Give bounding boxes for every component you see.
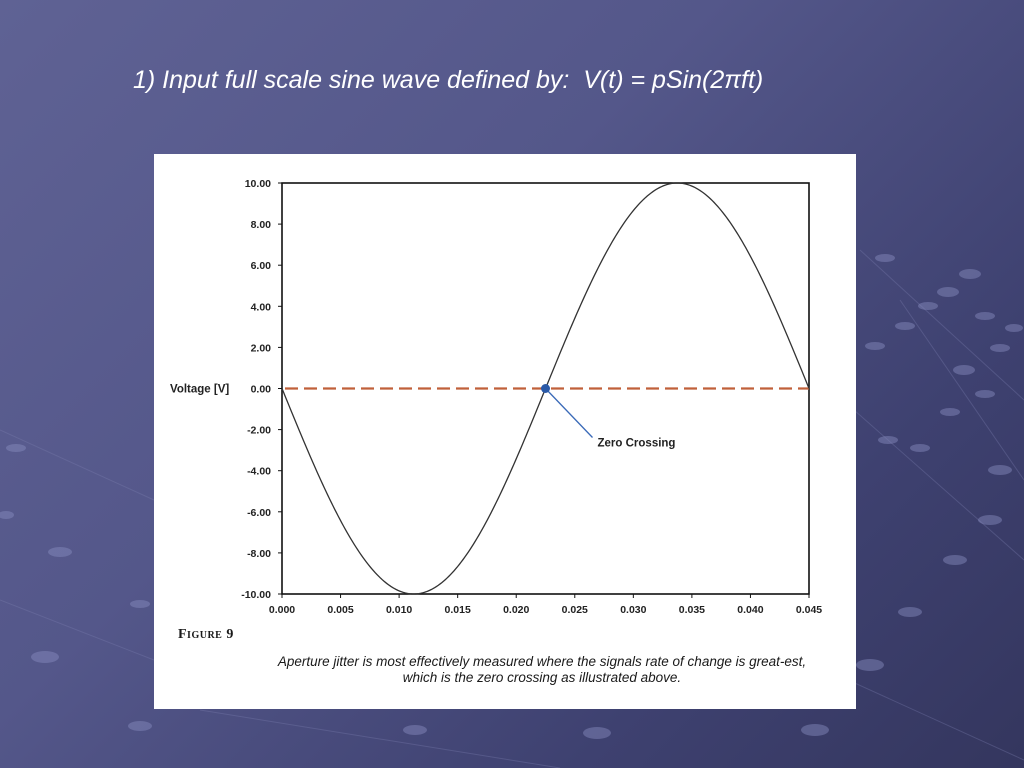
x-tick-label: 0.040	[737, 604, 763, 614]
x-tick-label: 0.010	[386, 604, 412, 614]
y-tick-label: -10.00	[241, 589, 271, 601]
x-tick-label: 0.030	[620, 604, 646, 614]
y-axis-label: Voltage [V]	[170, 384, 229, 396]
zero-crossing-label: Zero Crossing	[598, 438, 676, 450]
x-tick-label: 0.020	[503, 604, 529, 614]
slide-title: 1) Input full scale sine wave defined by…	[133, 66, 764, 94]
x-tick-label: 0.025	[562, 604, 588, 614]
y-tick-label: -4.00	[247, 466, 271, 478]
y-tick-label: -6.00	[247, 507, 271, 519]
zero-crossing-leader	[545, 388, 593, 438]
figure-panel: 10.00 8.00 6.00 4.00 2.00 0.00 -2.00 -4.00 -6.00…	[154, 154, 856, 709]
y-tick-label: -8.00	[247, 548, 271, 560]
y-tick-label: 6.00	[251, 260, 272, 272]
y-tick-label: 0.00	[251, 384, 272, 396]
x-tick-label: 0.035	[679, 604, 705, 614]
x-tick-label: 0.015	[445, 604, 471, 614]
x-tick-label: 0.005	[327, 604, 353, 614]
y-tick-label: -2.00	[247, 425, 271, 437]
y-tick-label: 8.00	[251, 219, 272, 231]
x-tick-label: 0.045	[796, 604, 822, 614]
sine-wave-chart: 10.00 8.00 6.00 4.00 2.00 0.00 -2.00 -4.00 -6.00…	[170, 178, 822, 614]
y-tick-label: 2.00	[251, 342, 272, 354]
figure-label: Figure 9	[178, 627, 234, 642]
x-tick-label: 0.000	[269, 604, 295, 614]
y-tick-label: 10.00	[245, 178, 271, 190]
y-tick-label: 4.00	[251, 301, 272, 313]
figure-caption: Aperture jitter is most effectively meas…	[277, 654, 807, 685]
zero-crossing-marker	[541, 384, 550, 393]
